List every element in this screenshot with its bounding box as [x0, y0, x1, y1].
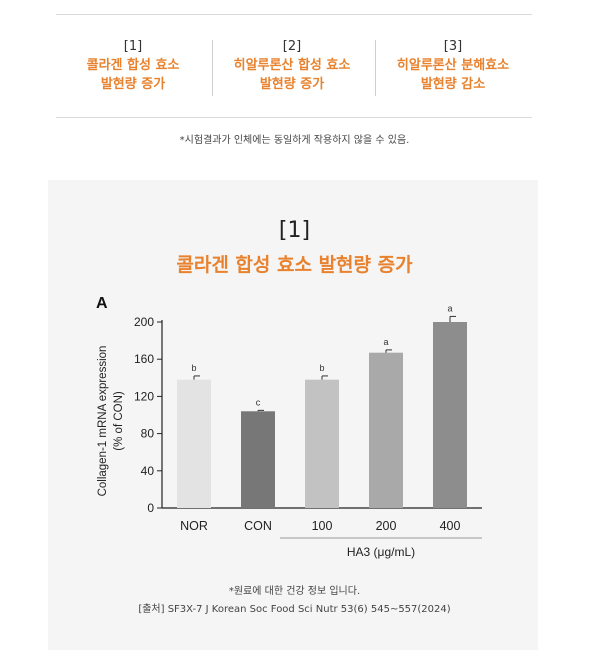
significance-label: c: [256, 397, 261, 407]
bar: [369, 352, 403, 508]
summary-item-number: [1]: [123, 39, 143, 54]
summary-item-1: [1] 콜라겐 합성 효소 발현량 증가: [58, 38, 208, 94]
summary-item-3: [3] 히알루론산 분해효소 발현량 감소: [378, 38, 528, 94]
summary-item-number: [2]: [282, 39, 302, 54]
y-tick-label: 200: [134, 315, 154, 329]
summary-item-line1: 히알루론산 분해효소: [396, 58, 510, 73]
panel-title: 콜라겐 합성 효소 발현량 증가: [176, 254, 413, 276]
summary-item-line2: 발현량 감소: [420, 77, 486, 92]
summary-divider: [56, 117, 532, 118]
panel-letter: A: [96, 295, 108, 312]
significance-label: b: [191, 363, 196, 373]
x-tick-label: 200: [376, 519, 397, 533]
y-tick-label: 40: [141, 464, 155, 478]
top-divider: [56, 14, 532, 15]
summary-item-line1: 히알루론산 합성 효소: [233, 58, 351, 73]
column-separator: [375, 40, 376, 96]
x-tick-label: NOR: [180, 519, 208, 533]
y-tick-label: 0: [147, 501, 154, 515]
group-label: HA3 (μg/mL): [347, 545, 415, 559]
column-separator: [212, 40, 213, 96]
source-citation: [출처] SF3X-7 J Korean Soc Food Sci Nutr 5…: [138, 604, 451, 615]
y-tick-label: 120: [134, 389, 154, 403]
x-tick-label: CON: [244, 519, 272, 533]
y-axis-label-unit: (% of CON): [113, 391, 125, 451]
summary-item-2: [2] 히알루론산 합성 효소 발현량 증가: [217, 38, 367, 94]
bar: [305, 379, 339, 508]
x-tick-label: 100: [312, 519, 333, 533]
footnote: *원료에 대한 건강 정보 입니다.: [228, 586, 361, 597]
panel-title-number: [1]: [278, 218, 311, 243]
summary-item-number: [3]: [443, 39, 463, 54]
summary-item-line1: 콜라겐 합성 효소: [86, 58, 180, 73]
significance-label: b: [319, 363, 324, 373]
bar: [433, 322, 467, 508]
summary-item-line2: 발현량 증가: [100, 77, 166, 92]
significance-label: a: [383, 337, 388, 347]
significance-label: a: [447, 303, 452, 313]
disclaimer-note: *시험결과가 인체에는 동일하게 작용하지 않을 수 있음.: [179, 135, 410, 146]
bar: [177, 379, 211, 508]
x-tick-label: 400: [440, 519, 461, 533]
summary-item-line2: 발현량 증가: [259, 77, 325, 92]
y-tick-label: 80: [141, 427, 155, 441]
bar: [241, 411, 275, 508]
y-axis-label: Collagen-1 mRNA expression: [97, 346, 109, 497]
y-tick-label: 160: [134, 352, 154, 366]
